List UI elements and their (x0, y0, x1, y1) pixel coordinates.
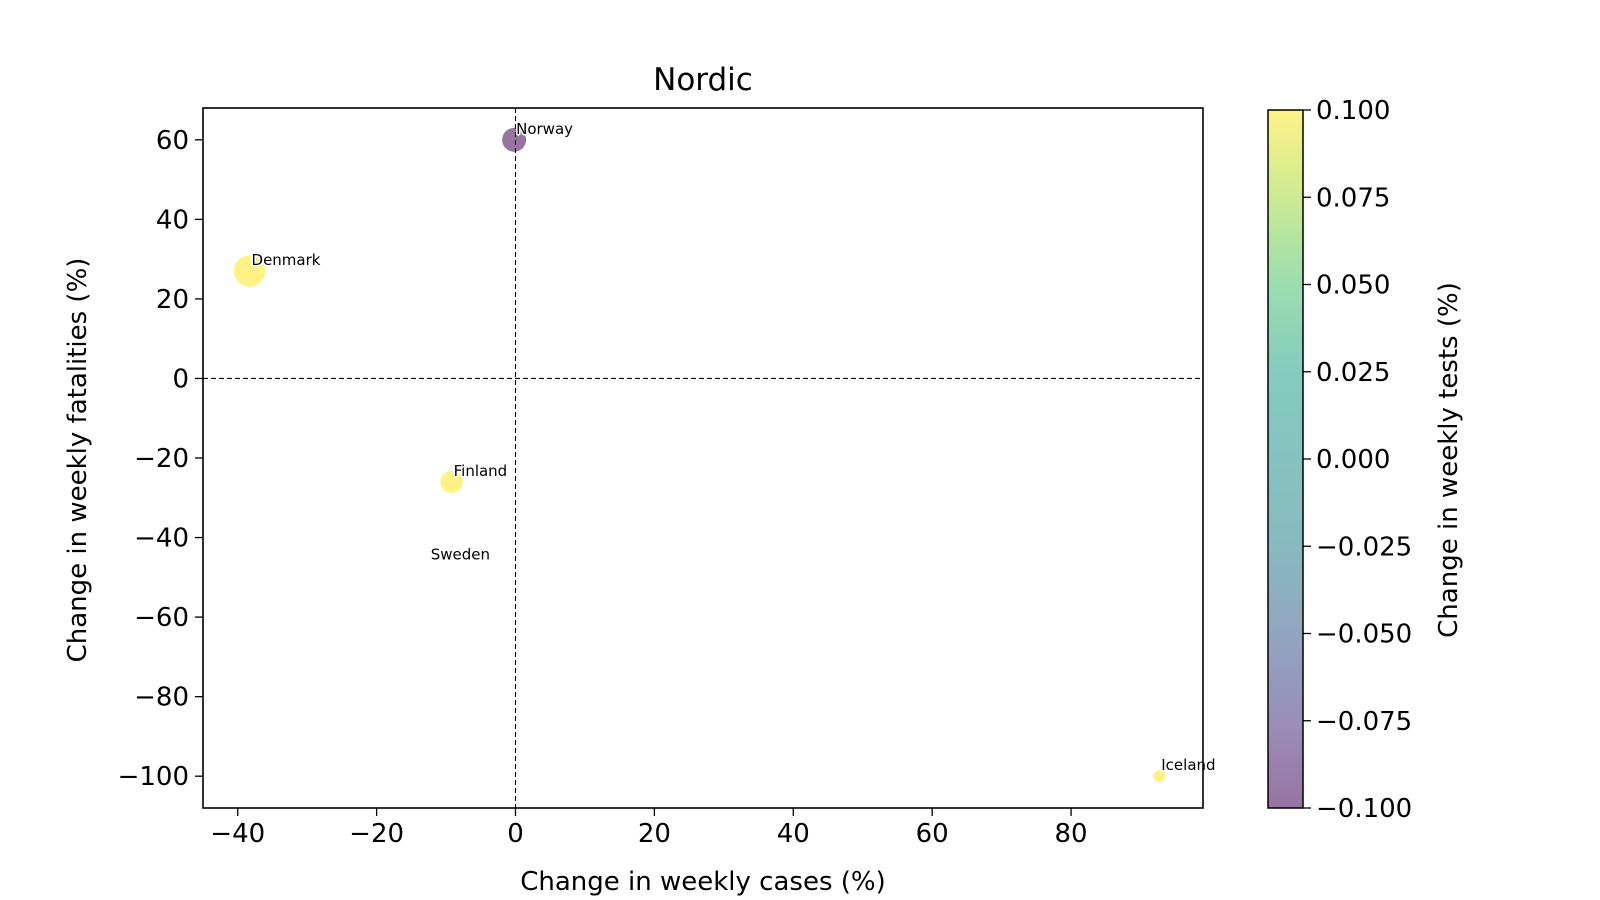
colorbar-tick-label: 0.000 (1316, 445, 1390, 475)
x-tick-label: 20 (638, 819, 671, 849)
data-point-iceland (1153, 770, 1166, 783)
plot-area: Norway Denmark Finland Sweden Iceland −40 −20 0… (118, 107, 1217, 849)
data-point-denmark (233, 255, 266, 287)
colorbar-tick-label: −0.050 (1316, 620, 1412, 650)
data-point-finland (440, 470, 463, 494)
colorbar-tick-label: 0.075 (1316, 183, 1390, 213)
point-label-finland: Finland (454, 462, 508, 480)
colorbar-tick-label: 0.100 (1316, 96, 1390, 126)
y-axis-label: Change in weekly fatalities (%) (63, 258, 93, 663)
chart-title: Nordic (653, 62, 753, 98)
x-tick-label: −20 (349, 819, 404, 849)
data-point-norway (502, 127, 527, 152)
point-label-iceland: Iceland (1161, 756, 1215, 774)
colorbar-tick-label: −0.100 (1316, 794, 1412, 824)
point-label-sweden: Sweden (431, 545, 490, 563)
colorbar-tick-label: −0.025 (1316, 532, 1412, 562)
x-tick-label: −40 (210, 819, 265, 849)
y-tick-label: 0 (172, 364, 189, 394)
colorbar-label: Change in weekly tests (%) (1434, 282, 1464, 638)
y-tick-label: −100 (118, 762, 189, 792)
y-tick-label: 40 (156, 205, 189, 235)
colorbar-tick-label: −0.075 (1316, 707, 1412, 737)
x-tick-label: 0 (507, 819, 524, 849)
x-axis-label: Change in weekly cases (%) (520, 867, 886, 897)
x-tick-label: 60 (916, 819, 949, 849)
colorbar-tick-label: 0.050 (1316, 271, 1390, 301)
y-tick-label: −40 (134, 524, 189, 554)
colorbar-tick-label: 0.025 (1316, 358, 1390, 388)
y-tick-label: −20 (134, 444, 189, 474)
y-tick-label: −80 (134, 683, 189, 713)
point-label-norway: Norway (516, 120, 573, 138)
colorbar-gradient (1268, 110, 1303, 808)
y-tick-label: 20 (156, 285, 189, 315)
point-label-denmark: Denmark (252, 251, 321, 269)
y-tick-label: 60 (156, 126, 189, 156)
x-tick-label: 80 (1055, 819, 1088, 849)
colorbar: −0.100 −0.075 −0.050 −0.025 0.000 0.025 0.050 0… (1267, 96, 1412, 824)
plot-frame (202, 107, 1204, 809)
y-tick-label: −60 (134, 603, 189, 633)
x-tick-label: 40 (777, 819, 810, 849)
